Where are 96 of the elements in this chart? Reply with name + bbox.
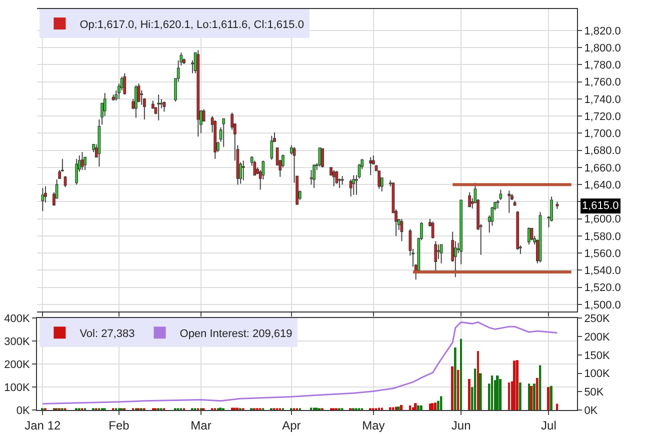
bar <box>431 403 434 410</box>
bar <box>508 382 510 410</box>
candlestick <box>157 94 160 121</box>
y-tick-label: 100K <box>4 382 30 394</box>
y-tick-label: 400K <box>4 313 30 326</box>
candlestick <box>437 244 440 260</box>
x-tick-label: Jun <box>451 418 471 432</box>
bar <box>547 387 550 410</box>
y-tick-label: 1,720.0 <box>584 110 621 123</box>
candlestick <box>369 156 372 176</box>
y-tick-label: 1,780.0 <box>584 60 621 72</box>
bar <box>513 360 516 410</box>
y-tick-label: 1,800.0 <box>584 42 621 54</box>
candlestick <box>44 186 47 204</box>
bar <box>556 404 558 410</box>
legend-label: Op:1,617.0, Hi:1,620.1, Lo:1,611.6, Cl:1,615.0 <box>80 18 304 31</box>
y-tick-label: 1,660.0 <box>584 162 621 174</box>
bar <box>395 406 397 410</box>
y-tick-label: 200K <box>4 358 30 371</box>
y-tick-label: 1,600.0 <box>584 214 621 226</box>
candlestick <box>352 174 356 196</box>
bar <box>499 379 502 410</box>
candlestick <box>230 112 234 130</box>
y-tick-label: 1,640.0 <box>584 179 621 192</box>
bar <box>412 407 414 410</box>
y2-tick-label: 150K <box>584 350 611 362</box>
y2-tick-label: 250K <box>584 313 611 326</box>
bar <box>479 373 482 410</box>
bar <box>400 404 403 410</box>
candlestick <box>98 118 101 168</box>
candlestick <box>454 240 457 278</box>
candlestick <box>528 226 530 246</box>
bar <box>457 370 460 410</box>
bar <box>491 376 494 410</box>
y2-tick-label: 50K <box>584 386 604 398</box>
bar <box>460 338 462 410</box>
bar <box>414 403 417 410</box>
x-tick-label: Mar <box>190 418 212 432</box>
y-tick-label: 0K <box>16 404 30 417</box>
candlestick <box>282 154 284 168</box>
x-tick-label: Jan 12 <box>24 418 61 432</box>
bar <box>434 402 437 410</box>
y-tick-label: 1,760.0 <box>584 76 621 89</box>
y-tick-label: 1,580.0 <box>584 230 621 243</box>
candlestick <box>134 84 138 118</box>
bar <box>519 382 522 410</box>
y-tick-label: 1,500.0 <box>584 299 621 312</box>
candlestick <box>242 160 245 181</box>
x-tick-label: Feb <box>108 418 130 432</box>
bar <box>477 351 479 410</box>
y-tick-label: 1,700.0 <box>584 128 621 140</box>
candlestick <box>140 90 144 106</box>
bar <box>420 405 422 410</box>
candlestick <box>41 188 44 212</box>
bar <box>474 368 476 410</box>
bar <box>528 384 530 410</box>
bar <box>496 376 499 410</box>
candlestick <box>408 228 412 256</box>
bar <box>533 384 536 410</box>
bar <box>417 405 420 410</box>
candlestick <box>508 190 511 214</box>
candlestick <box>270 135 274 160</box>
y-tick-label: 1,820.0 <box>584 25 621 38</box>
bar <box>392 407 394 410</box>
bar <box>536 378 538 410</box>
x-tick-label: Jul <box>541 418 556 432</box>
y-tick-label: 300K <box>4 336 30 348</box>
bar <box>454 348 456 410</box>
bar <box>516 360 519 410</box>
y-tick-label: 1,680.0 <box>584 145 621 158</box>
candlestick <box>103 92 106 117</box>
y-tick-label: 1,540.0 <box>584 265 621 278</box>
bar <box>451 366 454 410</box>
y-tick-label: 1,520.0 <box>584 282 621 294</box>
candlestick <box>180 52 183 66</box>
bar <box>539 365 542 410</box>
bar <box>530 386 533 410</box>
candlestick <box>196 50 200 138</box>
bar <box>397 406 400 410</box>
candlestick <box>340 176 344 186</box>
bar <box>550 386 552 410</box>
y-tick-label: 1,740.0 <box>584 94 621 106</box>
legend-label: Vol: 27,383 <box>80 328 135 340</box>
bar <box>389 407 392 410</box>
line-series <box>42 321 558 404</box>
bar <box>429 404 431 410</box>
bar <box>440 396 442 410</box>
candlestick <box>143 98 146 120</box>
bar <box>468 379 470 410</box>
x-tick-label: Apr <box>282 418 301 432</box>
x-tick-label: May <box>362 418 385 432</box>
candlestick <box>182 58 186 64</box>
annotation: 1,615.0 <box>582 200 619 212</box>
y-tick-label: 1,560.0 <box>584 248 621 260</box>
legend-label: Open Interest: 209,619 <box>180 328 292 340</box>
bar <box>409 405 412 410</box>
